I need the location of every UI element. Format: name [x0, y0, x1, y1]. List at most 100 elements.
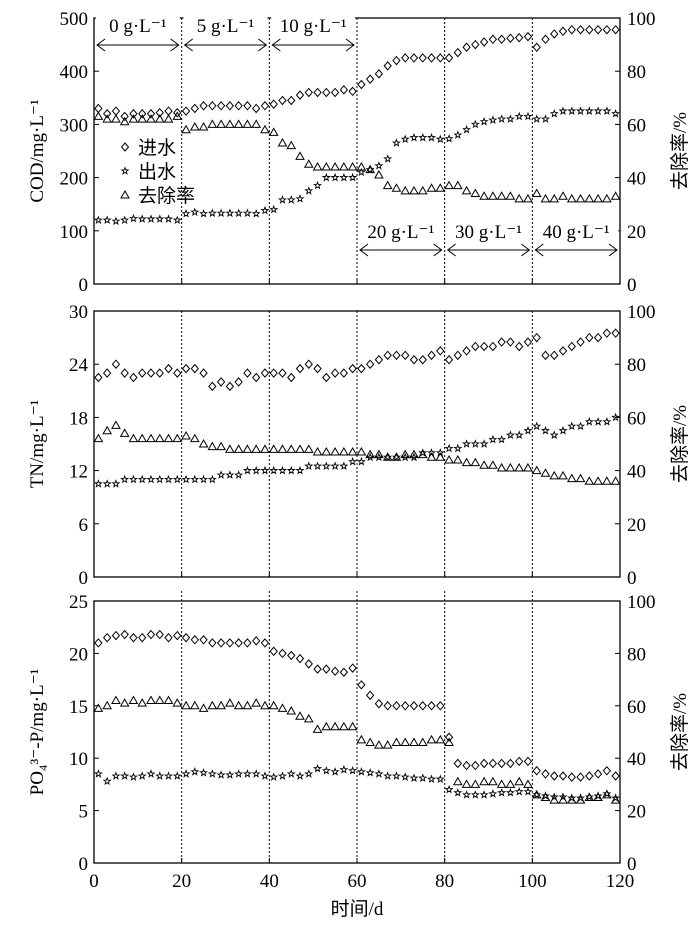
triangle-marker: [409, 185, 419, 195]
triangle-marker: [102, 114, 113, 123]
triangle-marker: [242, 119, 253, 128]
diamond-marker: [593, 332, 603, 343]
diamond-marker: [523, 31, 533, 42]
triangle-marker: [111, 695, 121, 705]
triangle-marker: [523, 462, 533, 472]
star-marker: [137, 214, 147, 223]
triangle-marker: [505, 191, 516, 200]
triangle-marker: [566, 193, 577, 203]
triangle-marker: [295, 151, 305, 160]
diamond-marker: [383, 701, 392, 711]
triangle-marker: [575, 795, 586, 804]
star-marker: [505, 430, 515, 440]
star-marker: [409, 773, 419, 783]
label-bg: [183, 14, 268, 36]
star-marker: [225, 208, 235, 218]
star-marker: [181, 474, 191, 484]
star-marker: [514, 111, 524, 121]
diamond-marker: [602, 766, 612, 776]
triangle-marker: [470, 188, 481, 198]
star-marker: [172, 215, 182, 224]
y-tick-label: 500: [60, 9, 89, 30]
triangle-marker: [461, 779, 472, 788]
triangle-marker: [400, 449, 411, 459]
star-marker: [356, 456, 366, 466]
diamond-marker: [322, 664, 331, 674]
star-marker: [549, 109, 559, 118]
diamond-marker: [155, 368, 164, 378]
star-marker: [93, 215, 103, 224]
diamond-marker: [295, 363, 305, 374]
triangle-marker: [409, 449, 419, 459]
diamond-marker: [357, 363, 366, 374]
diamond-marker: [541, 34, 550, 45]
diamond-marker: [94, 372, 103, 383]
star-marker: [470, 439, 480, 448]
star-marker: [453, 788, 463, 797]
star-marker: [321, 766, 331, 775]
triangle-marker: [286, 444, 297, 453]
triangle-marker: [216, 700, 226, 710]
triangle-marker: [347, 446, 358, 456]
diamond-marker: [550, 350, 559, 361]
star-marker: [444, 443, 454, 453]
triangle-marker: [163, 114, 174, 123]
triangle-marker: [479, 191, 489, 200]
triangle-marker: [610, 191, 621, 200]
star-marker: [339, 461, 349, 470]
triangle-marker: [295, 444, 305, 453]
star-marker: [172, 771, 182, 780]
star-marker: [304, 461, 314, 470]
y2-tick-label: 100: [627, 592, 656, 613]
x-tick-label: 20: [172, 871, 191, 892]
diamond-marker: [418, 53, 427, 63]
diamond-marker: [541, 769, 550, 779]
triangle-marker: [260, 124, 270, 134]
star-marker: [304, 769, 314, 778]
star-marker: [453, 443, 463, 453]
diamond-marker: [252, 103, 261, 114]
star-marker: [260, 771, 270, 780]
label-bg: [534, 220, 619, 242]
triangle-marker: [365, 164, 376, 174]
label-bg: [271, 14, 356, 36]
star-marker: [181, 209, 191, 218]
triangle-marker: [154, 433, 165, 443]
star-marker: [514, 430, 524, 440]
diamond-marker: [138, 632, 147, 643]
triangle-marker: [610, 476, 621, 485]
triangle-marker: [452, 180, 463, 190]
x-tick-label: 60: [348, 871, 367, 892]
y-tick-label: 20: [69, 644, 88, 665]
triangle-marker: [286, 706, 297, 715]
diamond-marker: [129, 372, 138, 383]
y2-tick-label: 100: [627, 302, 656, 323]
diamond-marker: [453, 350, 462, 361]
diamond-marker: [102, 109, 112, 119]
diamond-marker: [444, 355, 454, 365]
star-marker: [593, 791, 603, 800]
panel-1: 0 100 200 300 400 500 0 20 40 60 80 100 COD/mg·L⁻¹ 去除…: [27, 9, 691, 296]
series-diamond: [94, 629, 620, 782]
label-bg: [95, 14, 180, 36]
star-marker: [374, 452, 384, 462]
diamond-marker: [479, 758, 489, 769]
diamond-marker: [532, 332, 541, 343]
star-marker: [295, 465, 305, 475]
triangle-marker: [146, 114, 156, 123]
star-marker: [146, 474, 156, 484]
diamond-marker: [181, 632, 191, 643]
triangle-marker: [356, 161, 367, 171]
star-marker: [479, 790, 489, 799]
triangle-marker: [584, 193, 595, 203]
star-marker: [286, 465, 296, 475]
y-tick-label: 200: [60, 169, 89, 190]
diamond-marker: [506, 758, 515, 769]
triangle-marker: [566, 795, 577, 804]
triangle-marker: [558, 191, 568, 200]
diamond-marker: [173, 368, 182, 378]
star-marker: [558, 792, 568, 801]
concentration-annotation: 20 g·L⁻¹: [358, 220, 443, 257]
diamond-marker: [322, 87, 331, 98]
triangle-marker: [146, 695, 156, 705]
